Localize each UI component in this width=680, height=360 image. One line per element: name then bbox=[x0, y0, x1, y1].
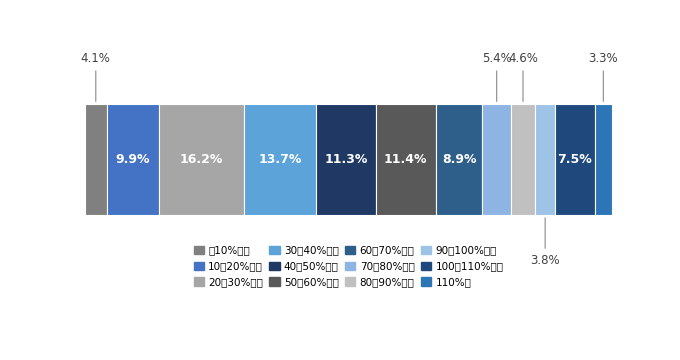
Text: 13.7%: 13.7% bbox=[258, 153, 302, 166]
FancyBboxPatch shape bbox=[436, 104, 483, 215]
FancyBboxPatch shape bbox=[375, 104, 436, 215]
Text: 11.4%: 11.4% bbox=[384, 153, 427, 166]
FancyBboxPatch shape bbox=[483, 104, 511, 215]
Text: 4.1%: 4.1% bbox=[81, 52, 111, 102]
Legend: ～10%未満, 10～20%未満, 20～30%未満, 30～40%未満, 40～50%未満, 50～60%未満, 60～70%未満, 70～80%未満, 80: ～10%未満, 10～20%未満, 20～30%未満, 30～40%未満, 40… bbox=[190, 242, 507, 290]
Text: 16.2%: 16.2% bbox=[180, 153, 223, 166]
Text: 7.5%: 7.5% bbox=[558, 153, 592, 166]
FancyBboxPatch shape bbox=[535, 104, 555, 215]
Text: 11.3%: 11.3% bbox=[324, 153, 368, 166]
Text: 5.4%: 5.4% bbox=[482, 52, 511, 102]
FancyBboxPatch shape bbox=[555, 104, 594, 215]
FancyBboxPatch shape bbox=[594, 104, 612, 215]
FancyBboxPatch shape bbox=[316, 104, 375, 215]
FancyBboxPatch shape bbox=[511, 104, 535, 215]
FancyBboxPatch shape bbox=[85, 104, 107, 215]
Text: 4.6%: 4.6% bbox=[508, 52, 538, 102]
Text: 3.8%: 3.8% bbox=[530, 218, 560, 267]
FancyBboxPatch shape bbox=[158, 104, 244, 215]
FancyBboxPatch shape bbox=[244, 104, 316, 215]
FancyBboxPatch shape bbox=[107, 104, 158, 215]
Text: 8.9%: 8.9% bbox=[442, 153, 476, 166]
Text: 3.3%: 3.3% bbox=[588, 52, 618, 102]
Text: 9.9%: 9.9% bbox=[116, 153, 150, 166]
